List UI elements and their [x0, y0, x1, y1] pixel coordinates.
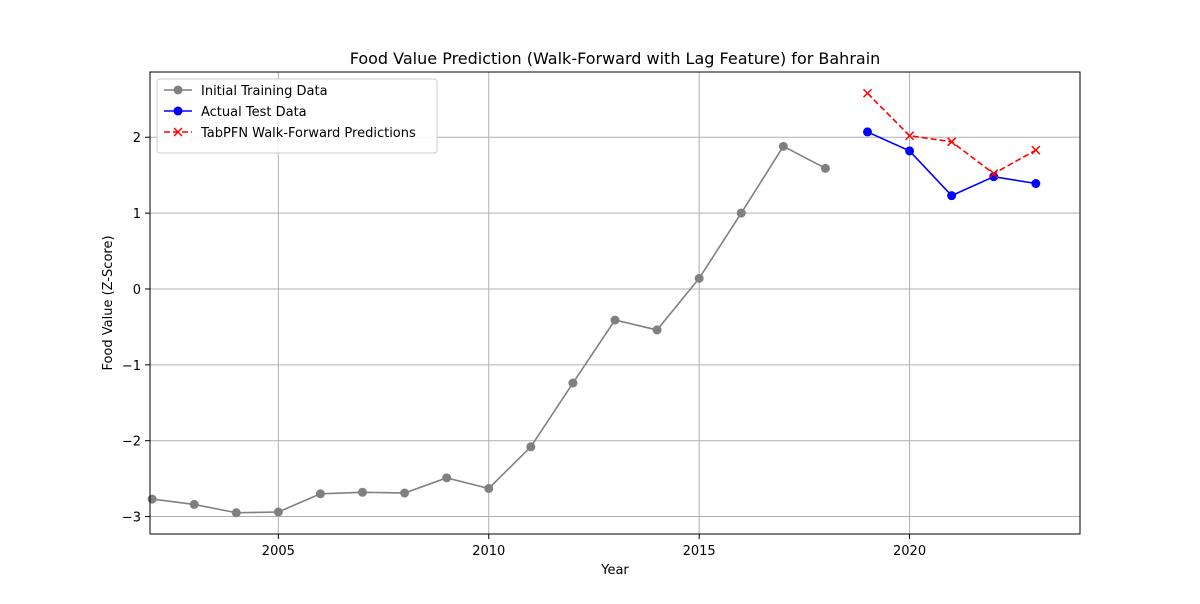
data-point [442, 473, 452, 483]
x-tick-label: 2005 [262, 544, 295, 559]
data-point [905, 146, 915, 156]
x-tick-label: 2020 [893, 544, 926, 559]
data-point [652, 325, 662, 335]
y-axis-label: Food Value (Z-Score) [101, 235, 116, 370]
data-point [947, 191, 957, 201]
data-point [231, 508, 241, 518]
data-point [358, 487, 368, 497]
series-2 [862, 88, 1041, 179]
y-tick-label: 1 [133, 207, 141, 222]
data-point [989, 169, 999, 179]
series-group [147, 88, 1041, 518]
y-tick-label: −3 [122, 511, 141, 526]
y-tick-label: −1 [122, 359, 141, 374]
data-point [273, 507, 283, 517]
data-point [736, 208, 746, 218]
legend: Initial Training Data Actual Test Data Tab… [156, 78, 438, 154]
data-point [147, 494, 157, 504]
data-point [862, 127, 872, 137]
data-point [400, 488, 410, 498]
data-point [484, 483, 494, 493]
legend-label: Initial Training Data [201, 84, 328, 99]
data-point [189, 499, 199, 509]
data-point [610, 315, 620, 325]
data-point [694, 273, 704, 283]
y-tick-label: 0 [133, 283, 141, 298]
data-point [862, 88, 873, 98]
series-line [866, 92, 1037, 175]
y-tick-label: −2 [122, 435, 141, 450]
x-tick-label: 2010 [472, 544, 505, 559]
y-axis-ticks: −3 −2 −1 0 1 2 [122, 131, 150, 526]
x-tick-label: 2015 [683, 544, 716, 559]
data-point [1031, 179, 1041, 189]
data-point [820, 163, 830, 173]
series-0 [147, 141, 830, 518]
data-point [778, 141, 788, 151]
data-point [989, 172, 999, 182]
data-point [526, 442, 536, 452]
legend-box [156, 78, 438, 154]
legend-marker [173, 127, 183, 137]
data-point [947, 137, 957, 147]
data-point [568, 378, 578, 388]
legend-label: TabPFN Walk-Forward Predictions [200, 126, 416, 141]
legend-marker [173, 85, 183, 95]
plot-frame [149, 71, 1081, 535]
legend-label: Actual Test Data [201, 105, 307, 120]
chart-title: Food Value Prediction (Walk-Forward with… [350, 49, 881, 68]
series-1 [862, 127, 1041, 201]
data-point [1031, 145, 1041, 155]
data-point [315, 489, 325, 499]
data-point [905, 131, 915, 141]
legend-marker [173, 106, 183, 116]
x-axis-ticks: 2005 2010 2015 2020 [262, 534, 926, 559]
legend-entry: Actual Test Data [164, 105, 307, 120]
legend-entry: TabPFN Walk-Forward Predictions [164, 126, 416, 141]
y-tick-label: 2 [133, 131, 141, 146]
x-axis-label: Year [600, 563, 629, 578]
legend-entry: Initial Training Data [164, 84, 328, 99]
